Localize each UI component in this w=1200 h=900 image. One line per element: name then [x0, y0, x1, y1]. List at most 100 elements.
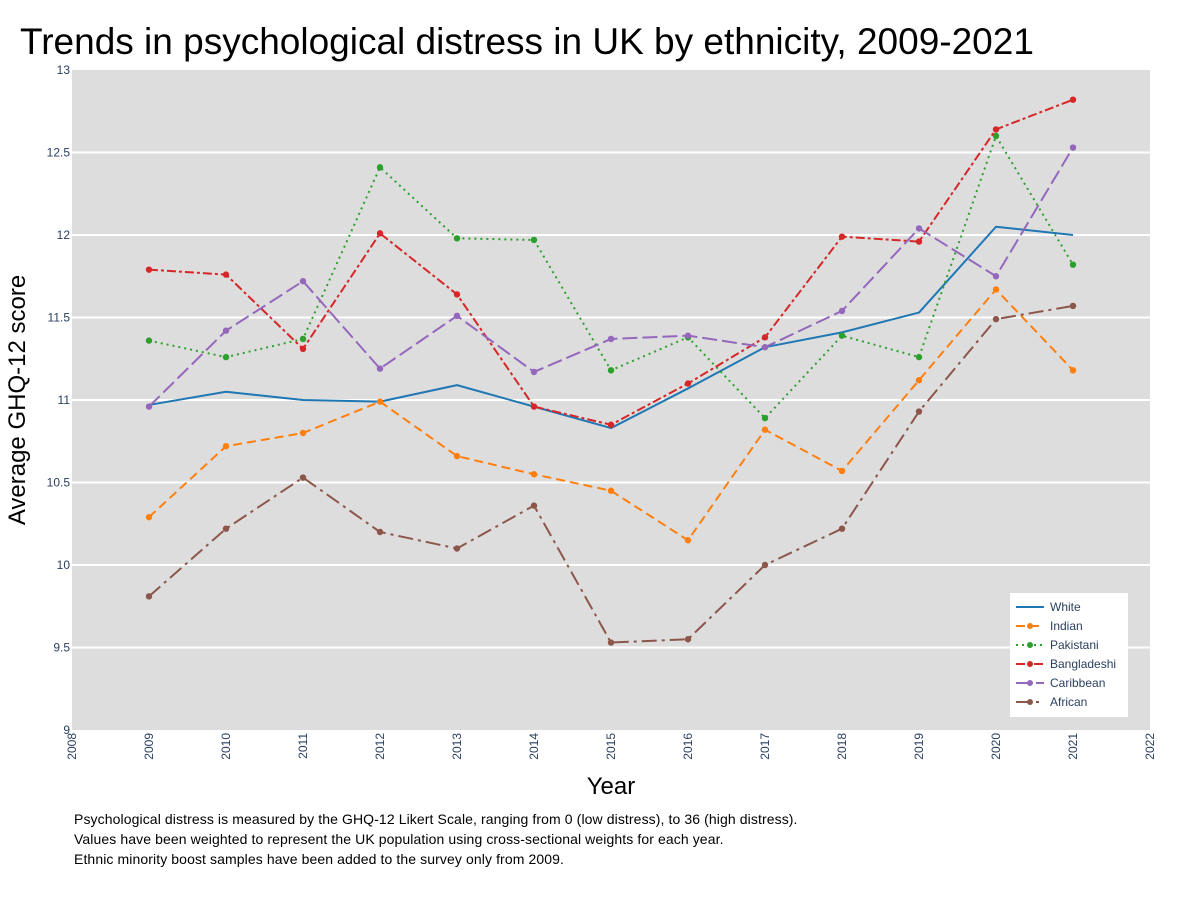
data-point-pakistani: [453, 235, 461, 242]
series-caribbean: [145, 144, 1077, 410]
data-point-bangladeshi: [761, 334, 769, 341]
data-point-pakistani: [915, 353, 923, 361]
y-tick-label: 12.5: [47, 146, 71, 160]
data-point-caribbean: [992, 273, 1000, 280]
data-point-bangladeshi: [299, 345, 307, 353]
y-tick-label: 11: [58, 393, 71, 407]
x-tick-label: 2009: [142, 733, 156, 760]
data-point-caribbean: [684, 332, 692, 339]
chart-title: Trends in psychological distress in UK b…: [20, 21, 1034, 62]
x-tick-label: 2014: [527, 733, 541, 760]
data-point-african: [299, 474, 307, 481]
data-point-indian: [376, 398, 384, 405]
legend-item-bangladeshi[interactable]: Bangladeshi: [1016, 657, 1116, 671]
legend-item-pakistani[interactable]: Pakistani: [1016, 638, 1099, 652]
data-point-caribbean: [145, 403, 153, 410]
y-tick-label: 11.5: [48, 311, 71, 325]
data-point-pakistani: [761, 414, 769, 422]
data-point-pakistani: [1069, 261, 1077, 268]
legend-label: White: [1050, 600, 1081, 614]
legend-marker: [1027, 699, 1033, 705]
x-tick-label: 2010: [219, 733, 233, 760]
data-point-bangladeshi: [607, 421, 615, 428]
series-indian: [145, 286, 1077, 544]
legend[interactable]: White Indian Pakistani Bangladeshi Caribbean…: [1010, 593, 1128, 717]
legend-marker: [1027, 642, 1033, 648]
x-tick-label: 2011: [296, 733, 310, 759]
data-point-bangladeshi: [145, 266, 153, 273]
data-point-african: [530, 502, 538, 509]
data-point-bangladeshi: [684, 380, 692, 387]
data-point-bangladeshi: [915, 238, 923, 245]
data-point-caribbean: [222, 327, 230, 334]
x-tick-label: 2012: [373, 733, 387, 760]
footnote-line-1: Psychological distress is measured by th…: [74, 811, 798, 827]
gridlines: [72, 151, 1150, 649]
legend-background: [1010, 593, 1128, 717]
data-point-african: [145, 593, 153, 600]
y-axis-ticks: 9 9.5 10 10.5 11 11.5 12 12.5 13: [47, 63, 71, 737]
x-axis-title: Year: [587, 773, 636, 800]
legend-item-white[interactable]: White: [1016, 600, 1081, 614]
data-point-african: [222, 525, 230, 532]
data-point-pakistani: [222, 353, 230, 361]
series-african: [145, 302, 1077, 646]
x-tick-label: 2020: [989, 733, 1003, 760]
legend-marker: [1027, 623, 1033, 629]
data-point-pakistani: [299, 335, 307, 343]
data-point-indian: [761, 426, 769, 433]
y-tick-label: 10: [57, 558, 71, 572]
series-bangladeshi: [145, 96, 1077, 428]
data-point-african: [1069, 302, 1077, 310]
data-point-pakistani: [376, 164, 384, 171]
y-axis-title: Average GHQ-12 score: [4, 275, 31, 525]
y-tick-label: 10.5: [47, 476, 71, 490]
x-tick-label: 2015: [604, 733, 618, 760]
series-layer: [145, 96, 1077, 646]
legend-label: Pakistani: [1050, 638, 1099, 652]
data-point-indian: [530, 471, 538, 478]
data-point-bangladeshi: [222, 271, 230, 278]
data-point-indian: [222, 443, 230, 450]
legend-label: Caribbean: [1050, 676, 1105, 690]
data-point-caribbean: [761, 344, 769, 351]
data-point-indian: [453, 452, 461, 460]
x-tick-label: 2021: [1066, 733, 1080, 760]
data-point-indian: [915, 377, 923, 384]
data-point-caribbean: [1069, 144, 1077, 151]
data-point-indian: [299, 429, 307, 437]
legend-label: Indian: [1050, 619, 1083, 633]
legend-marker: [1027, 680, 1033, 686]
data-point-pakistani: [145, 337, 153, 344]
data-point-bangladeshi: [1069, 96, 1077, 103]
y-tick-label: 9: [63, 723, 70, 737]
legend-item-african[interactable]: African: [1016, 695, 1087, 709]
data-point-pakistani: [607, 367, 615, 374]
x-tick-label: 2016: [681, 733, 695, 760]
data-point-caribbean: [530, 368, 538, 376]
x-tick-label: 2019: [912, 733, 926, 760]
data-point-african: [838, 525, 846, 532]
data-point-caribbean: [299, 278, 307, 285]
legend-item-indian[interactable]: Indian: [1016, 619, 1083, 633]
data-point-african: [992, 315, 1000, 323]
x-axis-ticks: 2008 2009 2010 2011 2012 2013 2014 2015 2016 2017…: [65, 733, 1157, 760]
legend-item-caribbean[interactable]: Caribbean: [1016, 676, 1105, 690]
data-point-pakistani: [838, 332, 846, 339]
data-point-african: [761, 561, 769, 569]
series-white: [148, 225, 1074, 430]
data-point-indian: [145, 513, 153, 521]
data-point-african: [915, 408, 923, 415]
data-point-african: [607, 639, 615, 646]
y-tick-label: 12: [57, 228, 71, 242]
data-point-african: [376, 528, 384, 536]
data-point-caribbean: [376, 365, 384, 372]
x-tick-label: 2018: [835, 733, 849, 760]
data-point-caribbean: [453, 312, 461, 320]
legend-label: African: [1050, 695, 1087, 709]
data-point-indian: [838, 467, 846, 475]
data-point-african: [453, 545, 461, 552]
data-point-bangladeshi: [376, 230, 384, 237]
data-point-indian: [1069, 367, 1077, 374]
